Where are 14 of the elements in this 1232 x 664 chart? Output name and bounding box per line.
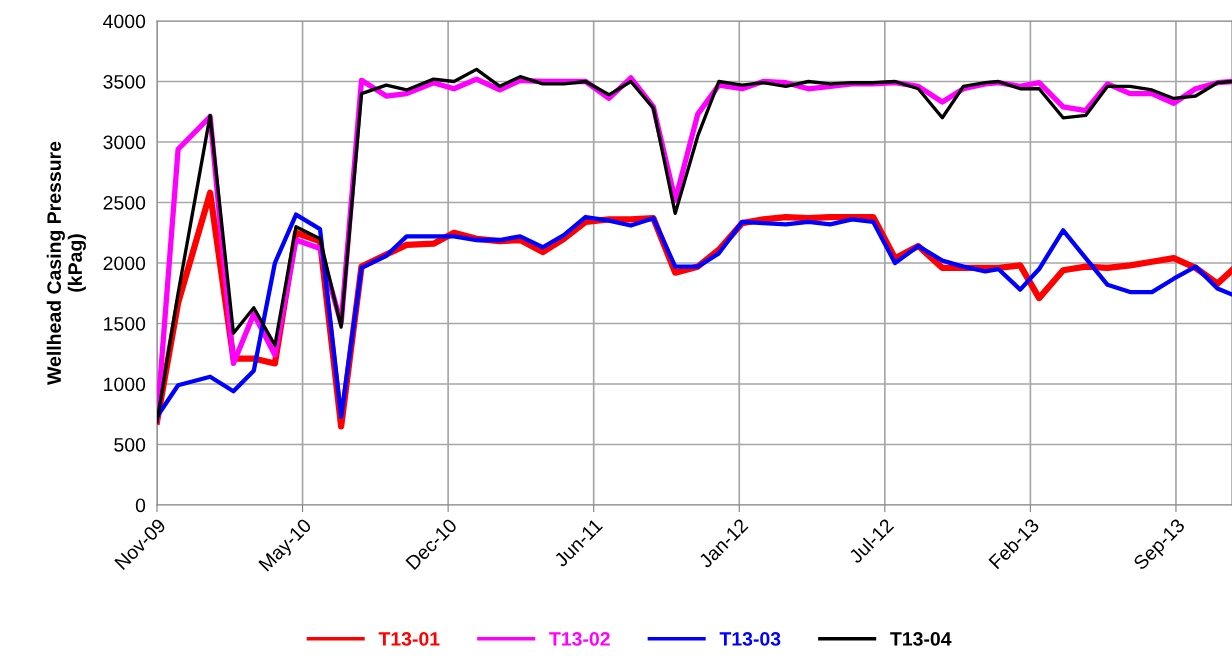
y-tick-label: 4000 <box>103 14 146 29</box>
legend-label: T13-03 <box>719 632 781 646</box>
y-tick-label: 2500 <box>103 195 146 210</box>
y-tick-label: 500 <box>114 437 146 452</box>
legend-label: T13-02 <box>549 632 610 646</box>
y-tick-label: 3500 <box>103 74 146 89</box>
y-tick-label: 1000 <box>104 377 146 392</box>
y-tick-label: 1500 <box>104 316 146 331</box>
y-axis-title: Wellhead Casing Pressure (kPag) <box>46 141 86 385</box>
y-tick-label: 2000 <box>103 256 146 271</box>
y-tick-label: 0 <box>135 498 146 513</box>
legend-label: T13-04 <box>890 632 952 646</box>
y-tick-label: 3000 <box>103 135 146 150</box>
legend-label: T13-01 <box>378 632 440 646</box>
